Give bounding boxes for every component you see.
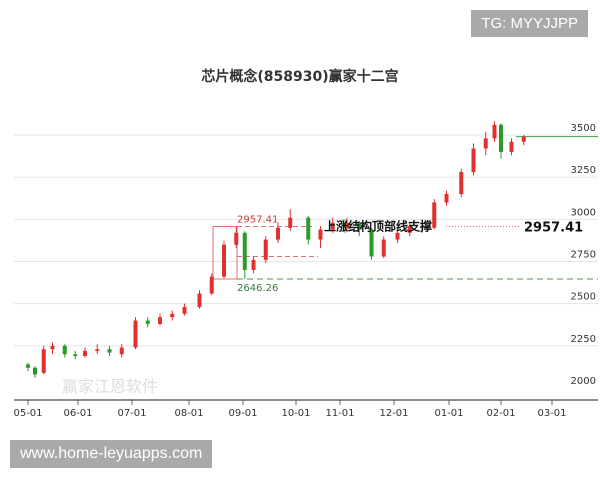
candle-body [107, 349, 112, 353]
x-tick-label: 09-01 [228, 408, 257, 419]
candle-body [420, 226, 424, 228]
support-text: 上涨结构顶部线支撑 [324, 219, 432, 234]
candle-body [234, 232, 239, 245]
candle-body [306, 217, 311, 240]
candle-body [483, 138, 488, 149]
candle-body [509, 141, 514, 152]
low-label: 2646.26 [237, 283, 278, 294]
y-tick-label: 3500 [571, 123, 596, 134]
chart-title: 芯片概念(858930)赢家十二宫 [201, 69, 399, 85]
x-tick-label: 01-01 [434, 408, 463, 419]
candle-body [197, 293, 202, 308]
candle-body [182, 307, 187, 314]
candle-body [492, 124, 497, 139]
x-tick-label: 05-01 [13, 408, 42, 419]
candle-body [50, 345, 55, 350]
candle-body [357, 222, 362, 230]
candle-body [499, 124, 503, 152]
candle-body [33, 367, 37, 375]
candle-body [407, 226, 412, 233]
site-watermark: www.home-leyuapps.com [10, 440, 213, 468]
y-tick-label: 2250 [571, 334, 596, 345]
candle-body [444, 194, 449, 203]
candle-body [459, 172, 464, 195]
candle-body [209, 276, 214, 294]
y-tick-label: 3000 [571, 207, 596, 218]
candle-body [26, 364, 30, 368]
candle-body [119, 347, 124, 355]
x-tick-label: 06-01 [63, 408, 92, 419]
y-tick-label: 2000 [571, 376, 596, 387]
candle-body [369, 229, 374, 257]
x-tick-label: 12-01 [379, 408, 408, 419]
x-tick-label: 11-01 [325, 408, 354, 419]
candle-body [242, 232, 247, 270]
y-tick-label: 2750 [571, 250, 596, 261]
candle-body [288, 217, 293, 228]
candle-body [158, 317, 162, 324]
candle-body [170, 313, 175, 318]
candle-body [330, 222, 335, 230]
candle-body [263, 239, 268, 260]
x-tick-label: 07-01 [117, 408, 146, 419]
candle-body [95, 349, 100, 351]
y-tick-label: 2500 [571, 292, 596, 303]
candle-body [41, 349, 46, 373]
candle-body [145, 320, 150, 324]
candle-body [432, 202, 437, 228]
tg-watermark: TG: MYYJJPP [471, 10, 588, 37]
high-label: 2957.41 [237, 215, 278, 226]
x-tick-label: 10-01 [281, 408, 310, 419]
x-tick-label: 03-01 [537, 408, 566, 419]
x-tick-label: 02-01 [486, 408, 515, 419]
candle-body [83, 350, 87, 356]
candle-body [521, 136, 526, 142]
candle-body [251, 259, 256, 270]
candle-body [133, 320, 138, 348]
candle-body [62, 345, 67, 355]
candle-body [222, 244, 226, 277]
candle-body [276, 227, 280, 240]
candle-body [381, 239, 386, 257]
candle-body [345, 222, 349, 228]
candle-body [395, 232, 400, 240]
support-value: 2957.41 [524, 221, 583, 236]
range-box [212, 226, 238, 280]
x-tick-label: 08-01 [174, 408, 203, 419]
logo-watermark: 赢家江恩软件 [62, 377, 158, 396]
candle-body [318, 229, 323, 240]
y-tick-label: 3250 [571, 165, 596, 176]
candle-body [73, 354, 78, 356]
candle-body [471, 148, 476, 173]
